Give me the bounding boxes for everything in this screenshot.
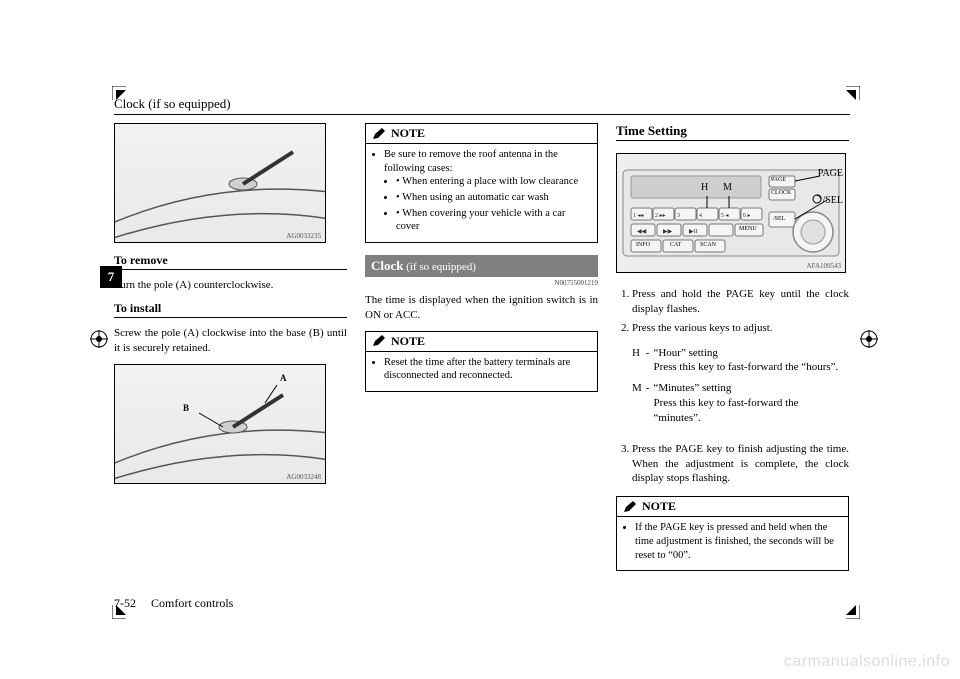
clock-text: The time is displayed when the ignition … — [365, 293, 598, 323]
note-body-1: Be sure to remove the roof antenna in th… — [366, 144, 597, 242]
watermark: carmanualsonline.info — [784, 653, 950, 671]
note-box-3: NOTE If the PAGE key is pressed and held… — [616, 496, 849, 571]
note3-text: If the PAGE key is pressed and held when… — [635, 521, 842, 562]
note1-intro: Be sure to remove the roof antenna in th… — [384, 149, 558, 174]
def-row-m: M - “Minutes” setting Press this key to … — [630, 381, 849, 432]
pencil-icon — [372, 335, 386, 347]
footer-section: Comfort controls — [151, 596, 233, 610]
column-3: Time Setting — [616, 123, 849, 583]
to-remove-text: Turn the pole (A) counterclockwise. — [114, 278, 347, 293]
column-1: AG0033235 To remove Turn the pole (A) co… — [114, 123, 347, 583]
svg-text:4: 4 — [699, 213, 702, 219]
to-install-heading: To install — [114, 301, 347, 318]
btn-cat: CAT — [670, 242, 681, 248]
note2-text: Reset the time after the battery termina… — [384, 356, 591, 383]
btn-page: PAGE — [771, 177, 786, 183]
steps-list-2: Press the PAGE key to finish adjusting t… — [616, 442, 849, 487]
page-content: Clock (if so equipped) AG0033235 To remo… — [114, 96, 850, 596]
def-h-key: H — [630, 346, 644, 382]
section-code: N00755001219 — [365, 279, 598, 287]
note-box-1: NOTE Be sure to remove the roof antenna … — [365, 123, 598, 243]
radio-illustration: 1 ◂◂ 2 ▸▸ 3 4 5 ◂ 6 ▸ ◀◀ ▶▶ — [617, 154, 845, 272]
to-remove-heading: To remove — [114, 253, 347, 270]
def-m-key: M — [630, 381, 644, 432]
svg-text:▶II: ▶II — [689, 229, 698, 235]
note-title-2: NOTE — [391, 334, 425, 349]
column-2: NOTE Be sure to remove the roof antenna … — [365, 123, 598, 583]
def-h-text: “Hour” setting Press this key to fast-fo… — [651, 346, 849, 382]
note-title-3: NOTE — [642, 499, 676, 514]
note-head-3: NOTE — [617, 497, 848, 517]
to-install-text: Screw the pole (A) clockwise into the ba… — [114, 326, 347, 356]
pencil-icon — [372, 128, 386, 140]
steps-list-1: Press and hold the PAGE key until the cl… — [616, 287, 849, 336]
radio-page-label: PAGE — [818, 168, 843, 179]
radio-h-label: H — [701, 182, 708, 193]
note-title-1: NOTE — [391, 126, 425, 141]
note-box-2: NOTE Reset the time after the battery te… — [365, 331, 598, 392]
def-m-text: “Minutes” setting Press this key to fast… — [651, 381, 849, 432]
svg-text:6 ▸: 6 ▸ — [743, 213, 751, 219]
time-setting-heading: Time Setting — [616, 123, 849, 141]
radio-code: AFA109543 — [807, 262, 841, 270]
figure-code-2: AG0033248 — [286, 473, 321, 481]
reg-left — [90, 330, 108, 348]
reg-right — [860, 330, 878, 348]
figure-antenna-1: AG0033235 — [114, 123, 326, 243]
radio-m-label: M — [723, 182, 732, 193]
section-bar-clock: Clock (if so equipped) — [365, 255, 598, 277]
svg-text:◀◀: ◀◀ — [637, 229, 647, 235]
page-number: 7-52 — [114, 596, 136, 610]
def-row-h: H - “Hour” setting Press this key to fas… — [630, 346, 849, 382]
page-footer: 7-52 Comfort controls — [114, 596, 233, 611]
header-rule — [114, 114, 850, 115]
note-body-3: If the PAGE key is pressed and held when… — [617, 517, 848, 570]
knob-icon — [812, 194, 822, 204]
pencil-icon — [623, 501, 637, 513]
note1-item-1: When using an automatic car wash — [396, 191, 591, 205]
step-1: Press and hold the PAGE key until the cl… — [632, 287, 849, 317]
callout-b: B — [183, 403, 189, 413]
key-definitions: H - “Hour” setting Press this key to fas… — [630, 346, 849, 432]
radio-sel-label: /SEL — [812, 194, 843, 206]
btn-info: INFO — [636, 242, 650, 248]
step-3: Press the PAGE key to finish adjusting t… — [632, 442, 849, 487]
note1-item-2: When covering your vehicle with a car co… — [396, 207, 591, 234]
btn-scan: SCAN — [700, 242, 716, 248]
running-header: Clock (if so equipped) — [114, 96, 850, 112]
section-title: Clock — [371, 258, 404, 273]
svg-text:2 ▸▸: 2 ▸▸ — [655, 213, 666, 219]
svg-text:1 ◂◂: 1 ◂◂ — [633, 213, 644, 219]
step-2: Press the various keys to adjust. — [632, 321, 849, 336]
antenna-illustration-2 — [115, 365, 325, 483]
svg-text:▶▶: ▶▶ — [663, 229, 673, 235]
note1-item-0: When entering a place with low clearance — [396, 175, 591, 189]
svg-text:3: 3 — [677, 213, 680, 219]
def-h-dash: - — [644, 346, 652, 382]
callout-a: A — [280, 373, 287, 383]
note-body-2: Reset the time after the battery termina… — [366, 352, 597, 391]
crop-br — [846, 605, 860, 619]
svg-text:5 ◂: 5 ◂ — [721, 213, 729, 219]
section-if-equipped: (if so equipped) — [404, 261, 476, 273]
btn-clock: CLOCK — [771, 190, 791, 196]
radio-figure: 1 ◂◂ 2 ▸▸ 3 4 5 ◂ 6 ▸ ◀◀ ▶▶ — [616, 153, 846, 273]
antenna-illustration-1 — [115, 124, 325, 242]
figure-code: AG0033235 — [286, 232, 321, 240]
def-m-dash: - — [644, 381, 652, 432]
btn-sel: /SEL — [773, 216, 785, 222]
note-head-2: NOTE — [366, 332, 597, 352]
btn-menu: MENU — [739, 226, 757, 232]
figure-antenna-2: A B AG0033248 — [114, 364, 326, 484]
note-head-1: NOTE — [366, 124, 597, 144]
columns: AG0033235 To remove Turn the pole (A) co… — [114, 123, 850, 583]
